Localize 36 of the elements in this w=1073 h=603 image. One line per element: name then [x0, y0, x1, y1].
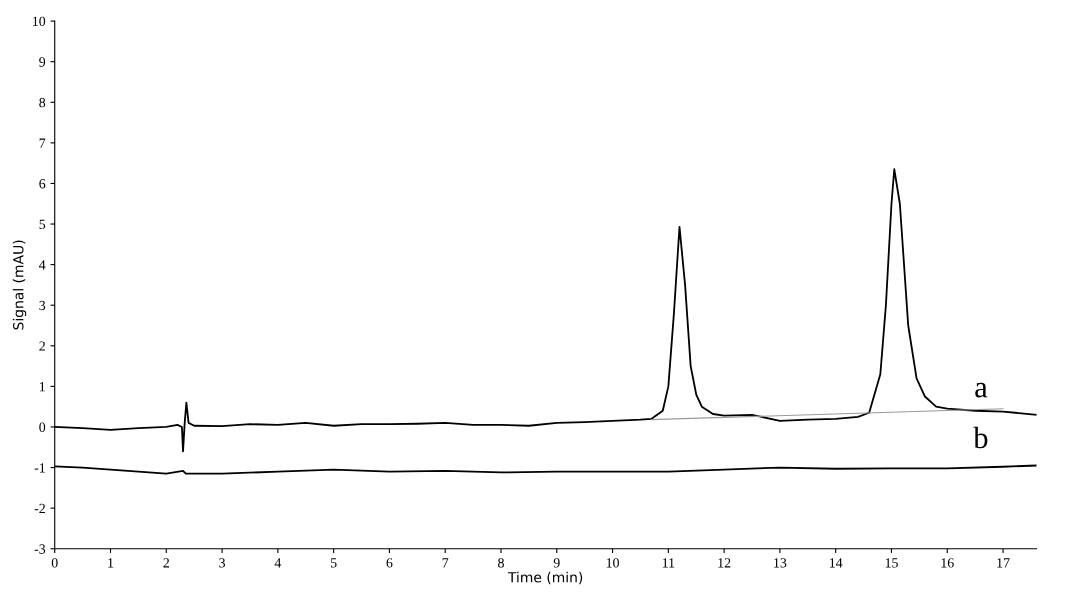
y-tick-label: 1 — [39, 382, 45, 392]
x-axis-title: Time (min) — [507, 571, 583, 585]
x-tick-label: 8 — [498, 558, 504, 568]
y-tick-label: 5 — [39, 219, 46, 229]
y-tick-label: 4 — [39, 260, 46, 270]
y-tick-label: 8 — [39, 97, 46, 108]
x-tick-label: 11 — [662, 558, 675, 568]
x-tick-label: 1 — [108, 558, 114, 568]
y-tick-label: -1 — [34, 463, 45, 473]
x-tick-label: 9 — [553, 558, 560, 568]
x-tick-label: 17 — [997, 558, 1010, 568]
y-tick-label: 3 — [39, 300, 46, 311]
x-tick-label: 7 — [442, 558, 449, 568]
y-tick-label: -3 — [34, 544, 46, 554]
series-label: a — [975, 382, 988, 398]
x-tick-label: 12 — [718, 558, 731, 568]
x-tick-label: 2 — [163, 558, 169, 568]
y-tick-label: 9 — [39, 57, 46, 67]
series-label: b — [973, 426, 988, 449]
y-tick-label: 10 — [33, 16, 46, 27]
x-tick-label: 14 — [829, 558, 843, 568]
y-tick-label: -2 — [34, 503, 45, 513]
x-tick-label: 0 — [51, 558, 58, 568]
y-tick-label: 6 — [39, 179, 46, 189]
x-tick-label: 13 — [774, 558, 787, 568]
x-tick-label: 6 — [386, 558, 393, 568]
y-tick-label: 0 — [39, 422, 46, 432]
x-tick-label: 10 — [606, 558, 619, 568]
x-tick-label: 15 — [885, 558, 898, 568]
x-tick-label: 3 — [219, 558, 225, 568]
y-tick-label: 7 — [39, 138, 46, 148]
y-axis-title: Signal (mAU) — [12, 240, 27, 330]
y-tick-label: 2 — [39, 341, 45, 351]
x-tick-label: 16 — [941, 558, 954, 568]
x-tick-label: 5 — [330, 558, 337, 568]
x-tick-label: 4 — [274, 558, 282, 568]
